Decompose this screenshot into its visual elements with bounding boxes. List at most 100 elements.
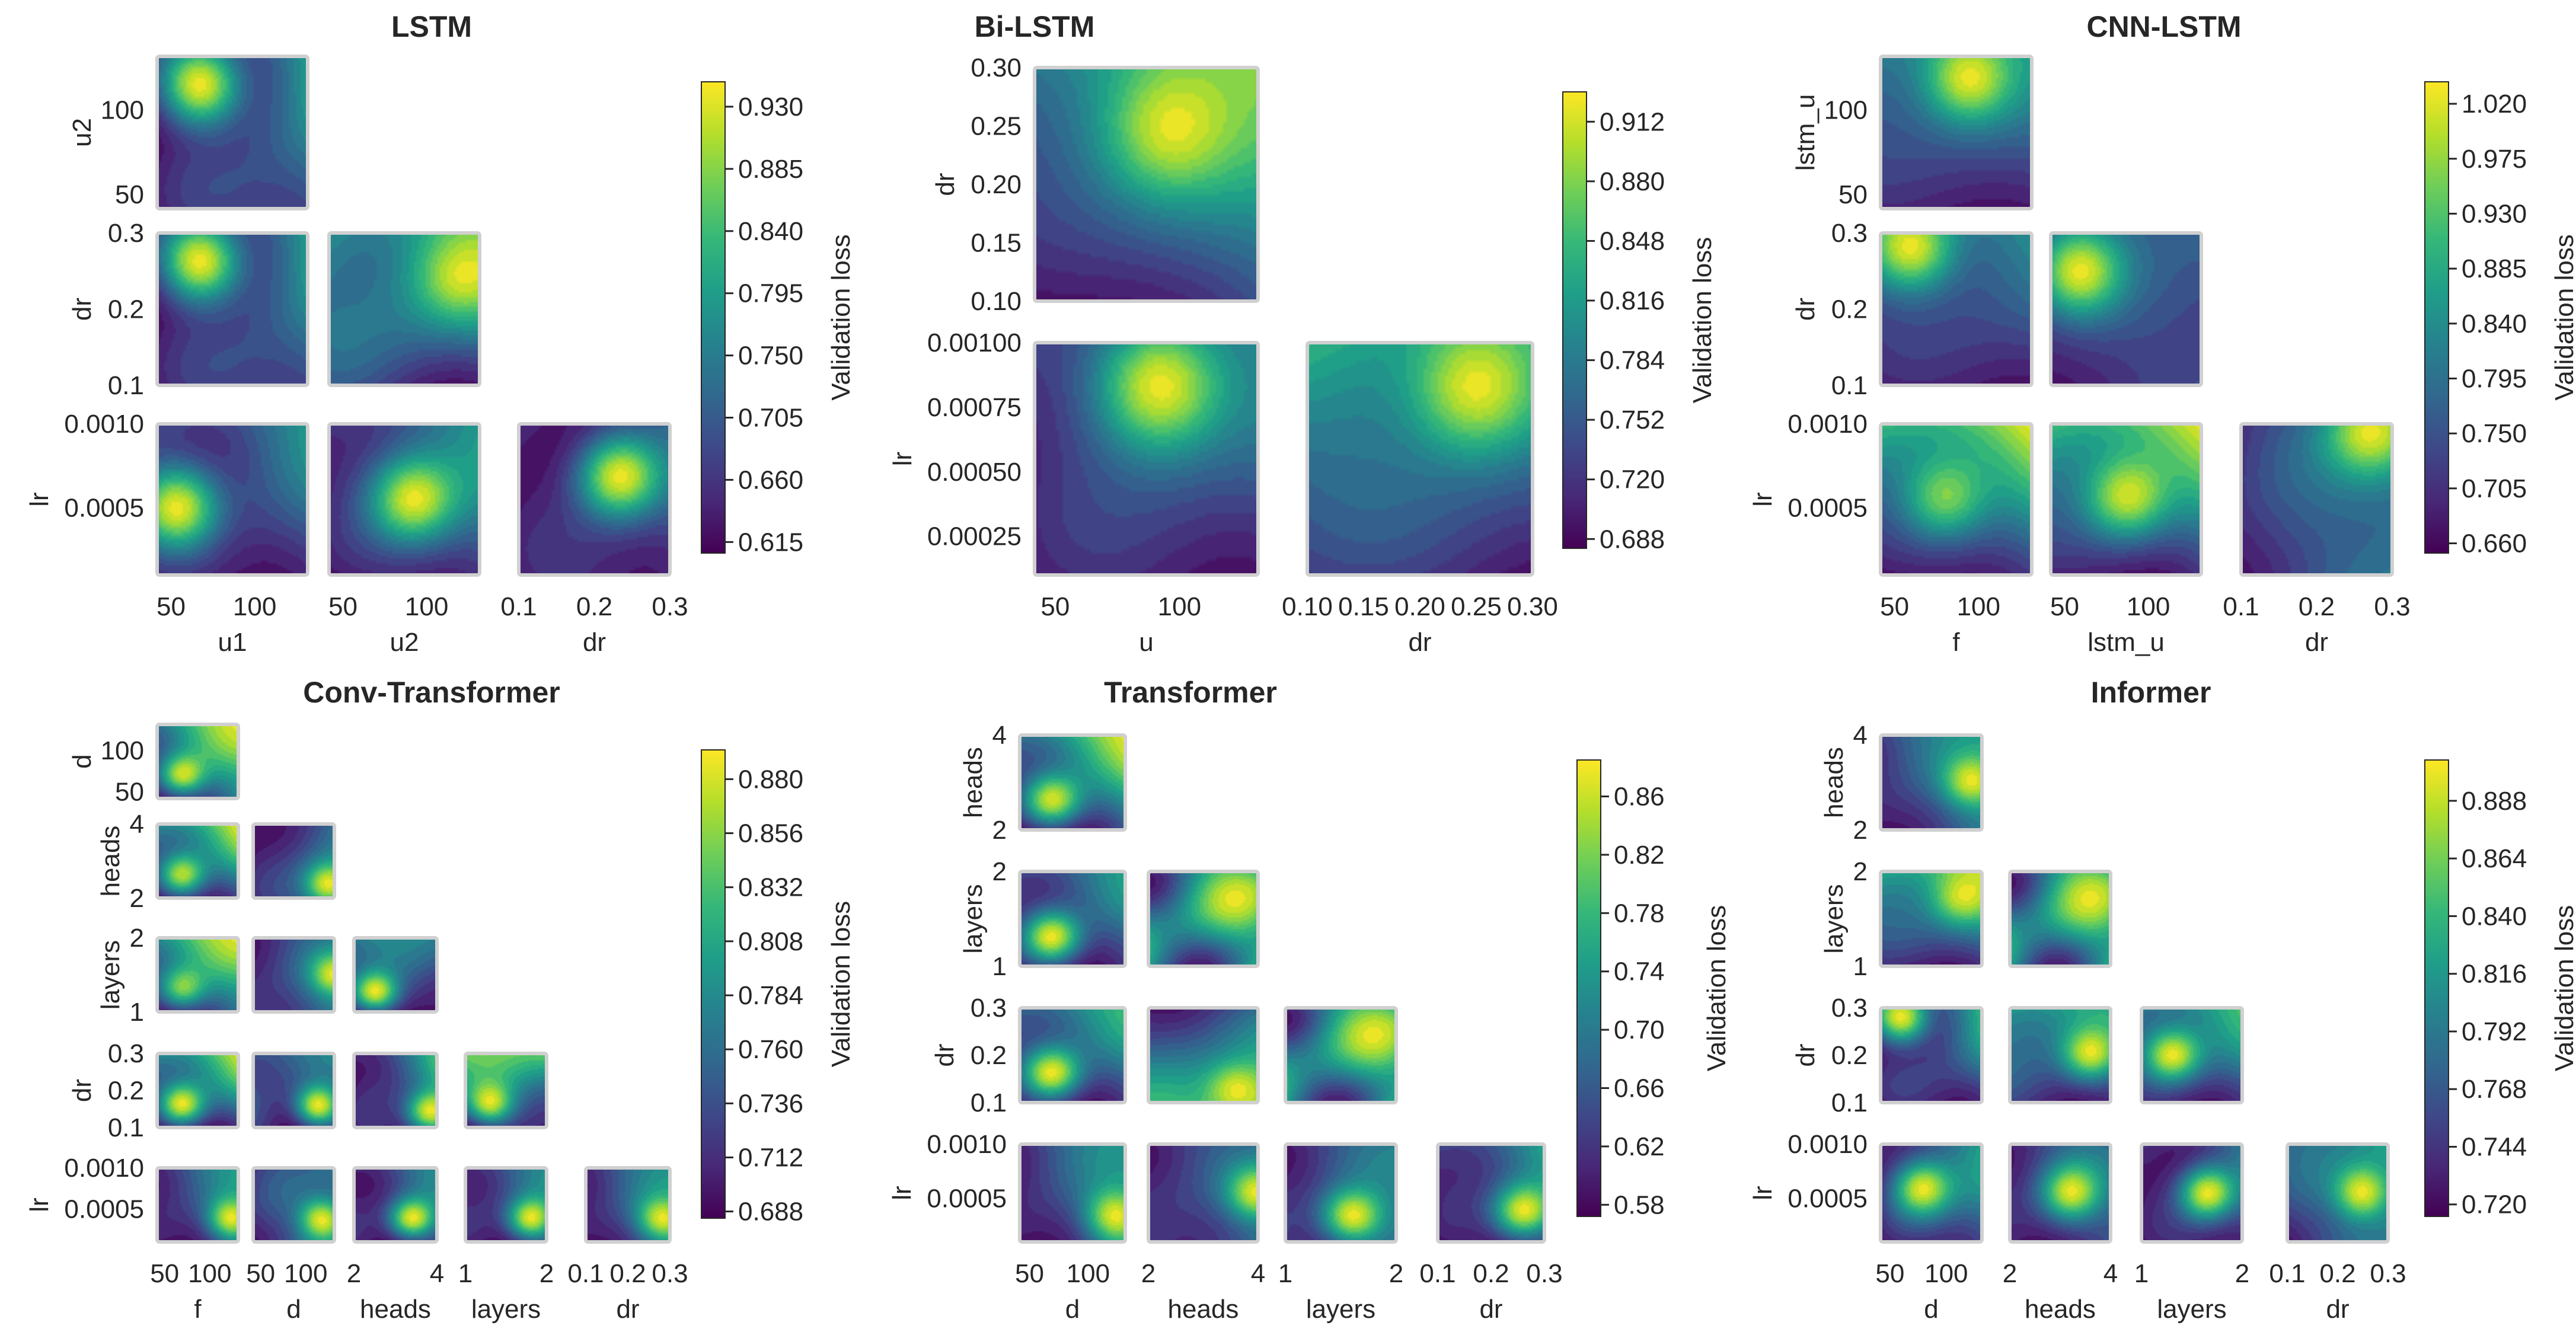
colorbar-tick-label: 0.856 [738, 819, 803, 848]
heatmap-panel-dr-vs-lr [2239, 422, 2394, 577]
panel-frame [1305, 341, 1534, 577]
x-axis-label: heads [360, 1295, 431, 1324]
panel-frame [1879, 422, 2034, 577]
x-tick-label: 50 [1880, 592, 1909, 621]
y-tick-label: 0.0010 [64, 1154, 144, 1183]
colorbar-tick-label: 0.880 [738, 765, 803, 794]
heatmap-surface [1881, 1144, 1982, 1242]
y-tick-label: 1 [130, 998, 144, 1027]
chart-title: Informer [2091, 676, 2211, 709]
x-axis-label: u1 [218, 628, 247, 657]
colorbar-tick-label: 0.688 [1600, 525, 1665, 554]
x-tick-label: 0.25 [1451, 592, 1502, 621]
panel-frame [155, 1052, 240, 1129]
y-tick-label: 0.3 [108, 1039, 144, 1068]
heatmap-surface [1285, 1144, 1396, 1242]
x-axis-label: dr [616, 1295, 639, 1324]
heatmap-surface [354, 938, 437, 1012]
heatmap-surface [2141, 1008, 2242, 1103]
y-tick-label: 4 [1853, 721, 1868, 750]
y-tick-label: 0.1 [971, 1088, 1007, 1117]
heatmap-panel-u2-vs-lr [327, 422, 481, 577]
heatmap-panel-u-vs-dr [1033, 66, 1260, 303]
heatmap-surface [253, 938, 334, 1012]
x-axis-label: dr [1479, 1295, 1502, 1324]
heatmap-panel-heads-vs-lr [352, 1166, 439, 1244]
heatmap-surface [253, 824, 334, 898]
x-tick-label: 1 [458, 1259, 473, 1288]
heatmap-panel-heads-vs-dr [352, 1052, 439, 1129]
heatmap-surface [2141, 1144, 2242, 1242]
panel-frame [1879, 870, 1984, 968]
x-tick-label: 100 [1957, 592, 2000, 621]
colorbar-tick-label: 0.66 [1614, 1074, 1665, 1103]
panel-frame [155, 1166, 240, 1244]
heatmap-panel-d-vs-heads [251, 822, 336, 900]
colorbar-tick-label: 0.912 [1600, 107, 1665, 136]
colorbar-label: Validation loss [2550, 905, 2576, 1071]
y-tick-label: 0.2 [1831, 295, 1868, 324]
chart-title: Conv-Transformer [303, 676, 560, 709]
x-axis-label: dr [1408, 628, 1431, 657]
y-tick-label: 0.0005 [64, 494, 144, 523]
colorbar-gradient [701, 82, 725, 553]
heatmap-panel-dr-vs-lr [584, 1166, 672, 1244]
y-tick-label: 100 [101, 736, 144, 765]
x-tick-label: 0.2 [576, 592, 612, 621]
colorbar-tick-label: 0.795 [2462, 364, 2527, 393]
panel-frame [251, 1052, 336, 1129]
heatmap-surface [1035, 68, 1258, 301]
colorbar-tick-label: 0.720 [2462, 1190, 2527, 1219]
x-tick-label: 2 [2235, 1259, 2249, 1288]
heatmap-surface [519, 424, 670, 575]
y-tick-label: 0.00050 [927, 458, 1022, 487]
colorbar-tick-label: 0.885 [2462, 254, 2527, 283]
panel-frame [2239, 422, 2394, 577]
panel-frame [1018, 1006, 1127, 1104]
colorbar-tick-label: 0.705 [2462, 474, 2527, 503]
colorbar-tick-label: 0.82 [1614, 841, 1665, 870]
x-axis-label: d [1924, 1295, 1938, 1324]
heatmap-panel-heads-vs-lr [1147, 1142, 1260, 1244]
heatmap-panel-d-vs-layers [1018, 870, 1127, 968]
colorbar-tick-label: 0.930 [2462, 199, 2527, 228]
y-axis-label: layers [96, 940, 125, 1010]
x-axis-label: d [1065, 1295, 1080, 1324]
heatmap-panel-f-vs-layers [155, 936, 240, 1014]
heatmap-panel-layers-vs-lr [464, 1166, 548, 1244]
colorbar-tick-label: 0.752 [1600, 405, 1665, 435]
chart-title: Bi-LSTM [975, 10, 1095, 43]
y-tick-label: 0.2 [108, 295, 144, 324]
y-axis-label: dr [931, 173, 960, 196]
heatmap-surface [2051, 424, 2201, 575]
colorbar-tick-label: 0.816 [1600, 286, 1665, 315]
heatmap-surface [1285, 1008, 1396, 1103]
y-axis-label: d [68, 754, 97, 768]
panel-frame [251, 1166, 336, 1244]
heatmap-surface [1020, 1008, 1125, 1103]
heatmap-panel-f-vs-d [155, 723, 240, 800]
subplot-informer: Informer24heads12layers0.10.20.3dr0.0005… [1748, 676, 2576, 1324]
heatmap-surface [2051, 233, 2201, 385]
heatmap-surface [465, 1053, 547, 1128]
x-tick-label: 50 [150, 1259, 179, 1288]
colorbar-tick-label: 0.840 [2462, 902, 2527, 931]
x-tick-label: 100 [2127, 592, 2170, 621]
colorbar-tick-label: 0.712 [738, 1143, 803, 1172]
y-tick-label: 0.1 [108, 371, 144, 400]
colorbar-label: Validation loss [1702, 905, 1731, 1071]
heatmap-surface [2010, 1008, 2111, 1103]
y-tick-label: 0.10 [971, 287, 1022, 316]
heatmap-panel-u1-vs-dr [155, 231, 309, 387]
panel-frame [1018, 733, 1127, 832]
x-axis-label: f [194, 1295, 202, 1324]
colorbar-tick-label: 0.768 [2462, 1075, 2527, 1104]
colorbar-label: Validation loss [2550, 234, 2576, 400]
colorbar-tick-label: 0.78 [1614, 899, 1665, 928]
panel-frame [2140, 1142, 2244, 1244]
panel-frame [1147, 1142, 1260, 1244]
colorbar-gradient [1563, 92, 1587, 548]
heatmap-panel-d-vs-heads [1018, 733, 1127, 832]
panel-frame [327, 231, 481, 387]
panel-frame [155, 723, 240, 800]
